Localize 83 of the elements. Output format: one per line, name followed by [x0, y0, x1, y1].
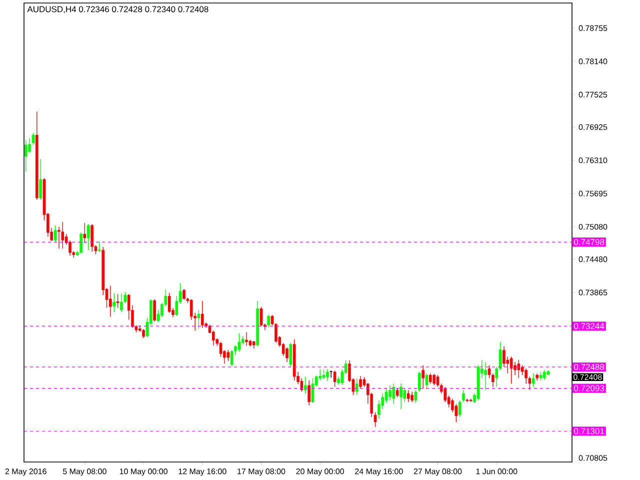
chart-title: AUDUSD,H4 0.72346 0.72428 0.72340 0.72408 [27, 6, 208, 14]
candlestick [245, 332, 248, 346]
candlestick [142, 328, 145, 339]
candlestick [28, 138, 31, 154]
candlestick [86, 224, 90, 250]
candlestick [112, 292, 116, 313]
candlestick [267, 314, 270, 328]
candlestick [182, 288, 186, 300]
text: 0.72408 [574, 374, 602, 380]
candlestick [392, 383, 396, 404]
y-tick-label: 0.75080 [578, 224, 608, 230]
candlestick [492, 372, 494, 388]
y-tick-label: 0.75695 [578, 190, 608, 196]
candlestick [359, 376, 362, 389]
candlestick [120, 292, 123, 313]
ref-line-label: 0.74798 [574, 239, 604, 246]
x-tick-label: 17 May 08:00 [238, 468, 286, 476]
candlestick [318, 369, 322, 381]
candlestick [462, 390, 465, 402]
x-tick-label: 1 Jun 00:00 [476, 468, 518, 474]
x-tick-label: 10 May 00:00 [120, 468, 168, 476]
candlestick [226, 350, 230, 362]
candlestick [153, 298, 156, 322]
x-tick-label: 20 May 00:00 [296, 468, 344, 476]
candlestick [495, 366, 498, 388]
y-tick-label: 0.77525 [578, 92, 608, 98]
candlestick [308, 380, 310, 406]
y-tick-label: 0.73865 [578, 290, 608, 296]
candlestick [54, 224, 57, 242]
candlestick [200, 300, 204, 328]
x-tick-label: 24 May 16:00 [355, 468, 403, 476]
candlestick [274, 322, 278, 343]
candlestick [484, 362, 487, 390]
candlestick [384, 388, 388, 404]
candlestick [388, 384, 392, 401]
x-tick-label: 12 May 16:00 [178, 468, 226, 476]
x-tick-label: 2 May 2016 [5, 468, 46, 476]
x-tick-label: 27 May 08:00 [414, 468, 462, 476]
candlestick [212, 330, 215, 346]
candlestick [414, 390, 418, 404]
candlestick [61, 222, 64, 249]
candlestick [400, 383, 402, 410]
candlestick [422, 364, 424, 389]
candlestick [326, 368, 329, 382]
candlestick [98, 241, 101, 252]
y-tick-label: 0.70805 [578, 455, 608, 461]
candlestick [543, 370, 546, 380]
candlestick [286, 347, 288, 362]
candlestick [498, 342, 502, 370]
candlestick [58, 226, 60, 249]
candlestick [524, 368, 528, 384]
ref-line-label: 0.71301 [574, 428, 604, 434]
candlestick [429, 372, 432, 384]
candlestick [514, 362, 516, 376]
candlestick [432, 374, 436, 386]
ref-line-label: 0.72093 [574, 385, 604, 392]
y-tick-label: 0.78140 [578, 58, 608, 64]
candlestick [24, 139, 28, 172]
candlestick [219, 342, 222, 358]
candlestick [444, 386, 447, 402]
x-tick-label: 5 May 08:00 [62, 468, 106, 476]
candlestick [80, 232, 82, 254]
candlestick [532, 372, 535, 388]
y-tick-label: 0.78755 [578, 25, 608, 31]
candlestick [502, 346, 506, 368]
candlestick [109, 285, 112, 317]
candlestick [90, 224, 94, 252]
candlestick [410, 391, 414, 402]
candlestick [68, 240, 72, 256]
candlestick [396, 388, 399, 398]
candlestick [39, 158, 42, 200]
y-tick-label: 0.76925 [578, 124, 608, 130]
y-tick-label: 0.74480 [578, 256, 608, 262]
candlestick [234, 344, 237, 356]
ref-line-label: 0.73244 [574, 323, 604, 330]
candlestick [528, 376, 532, 390]
candlestick [458, 400, 462, 418]
candlestick [333, 370, 336, 388]
candlestick [451, 398, 454, 413]
ref-line-label: 0.72488 [574, 364, 604, 370]
y-tick-label: 0.76310 [578, 157, 608, 164]
candlestick [418, 371, 421, 392]
candlestick [304, 376, 307, 394]
